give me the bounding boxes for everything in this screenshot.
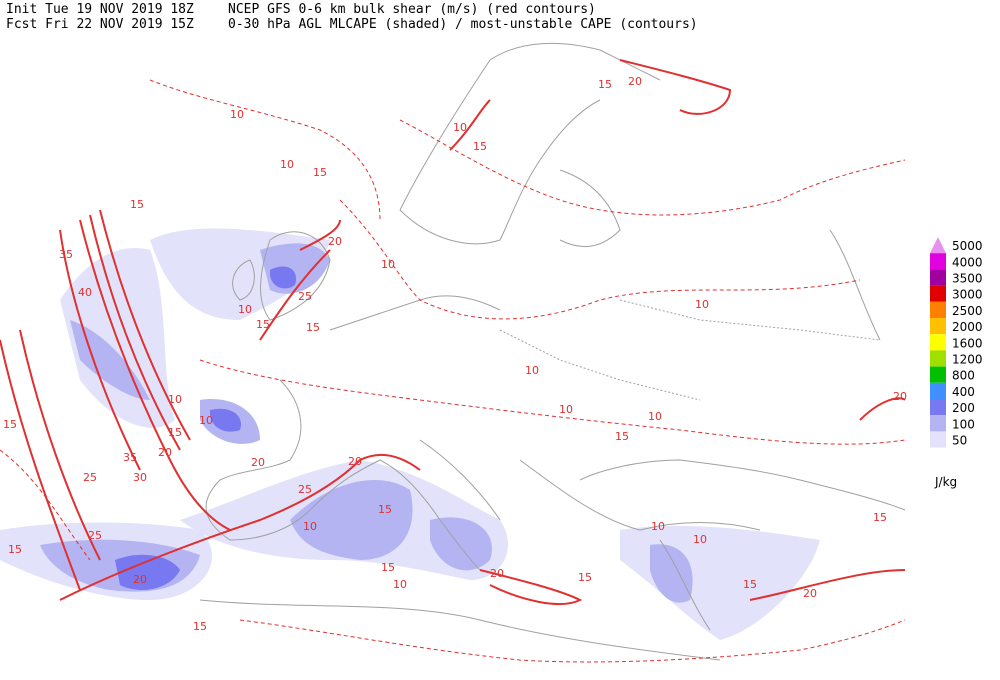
legend-label: 400 [952, 385, 975, 399]
contour-label: 15 [168, 426, 182, 439]
contour-label: 15 [8, 543, 22, 556]
contour-label: 10 [648, 410, 662, 423]
init-label: Init Tue 19 NOV 2019 18Z [6, 2, 194, 17]
contour-label: 10 [199, 414, 213, 427]
contour-labels: 10 15 10 15 10 20 35 40 10 15 25 15 10 15 20 35 30 25 15 15… [3, 75, 907, 633]
shear-contours [0, 59, 906, 663]
contour-label: 10 [168, 393, 182, 406]
contour-label: 15 [873, 511, 887, 524]
contour-label: 20 [803, 587, 817, 600]
legend-label: 1600 [952, 336, 983, 350]
legend-label: 200 [952, 401, 975, 415]
title-line-1: NCEP GFS 0-6 km bulk shear (m/s) (red co… [228, 2, 596, 17]
contour-label: 20 [490, 567, 504, 580]
contour-label: 15 [378, 503, 392, 516]
contour-label: 15 [130, 198, 144, 211]
contour-label: 25 [298, 483, 312, 496]
contour-label: 10 [695, 298, 709, 311]
legend: 5000 4000 3500 3000 2500 2000 1600 1200 800 400 20… [930, 237, 983, 489]
legend-label: 3500 [952, 272, 983, 286]
title-line-2: 0-30 hPa AGL MLCAPE (shaded) / most-unst… [228, 17, 698, 32]
contour-label: 20 [158, 446, 172, 459]
contour-label: 20 [328, 235, 342, 248]
legend-label: 2500 [952, 304, 983, 318]
contour-label: 15 [256, 318, 270, 331]
legend-label: 100 [952, 417, 975, 431]
contour-label: 15 [193, 620, 207, 633]
contour-label: 30 [133, 471, 147, 484]
legend-swatch [930, 382, 946, 399]
legend-label: 3000 [952, 288, 983, 302]
legend-label: 4000 [952, 255, 983, 269]
contour-label: 25 [88, 529, 102, 542]
contour-label: 15 [306, 321, 320, 334]
contour-label: 20 [893, 390, 907, 403]
legend-swatch [930, 269, 946, 286]
contour-label: 15 [3, 418, 17, 431]
contour-label: 20 [133, 573, 147, 586]
contour-label: 35 [59, 248, 73, 261]
contour-label: 15 [313, 166, 327, 179]
contour-label: 15 [473, 140, 487, 153]
legend-swatch [930, 334, 946, 351]
contour-label: 10 [393, 578, 407, 591]
contour-label: 25 [298, 290, 312, 303]
legend-label: 1200 [952, 353, 983, 367]
contour-label: 35 [123, 451, 137, 464]
contour-label: 25 [83, 471, 97, 484]
contour-label: 15 [743, 578, 757, 591]
legend-swatch [930, 237, 946, 254]
legend-swatch [930, 285, 946, 302]
contour-label: 10 [559, 403, 573, 416]
legend-swatch [930, 415, 946, 432]
legend-label: 2000 [952, 320, 983, 334]
contour-label: 10 [230, 108, 244, 121]
fcst-label: Fcst Fri 22 NOV 2019 15Z [6, 17, 194, 32]
contour-label: 15 [598, 78, 612, 91]
contour-label: 20 [251, 456, 265, 469]
contour-label: 15 [615, 430, 629, 443]
contour-label: 10 [525, 364, 539, 377]
contour-label: 10 [381, 258, 395, 271]
legend-swatch [930, 366, 946, 383]
legend-swatch [930, 399, 946, 416]
legend-label: 50 [952, 434, 967, 448]
legend-label: 5000 [952, 239, 983, 253]
legend-unit: J/kg [934, 475, 957, 489]
legend-label: 800 [952, 369, 975, 383]
legend-swatch [930, 431, 946, 448]
contour-label: 10 [693, 533, 707, 546]
legend-swatch [930, 350, 946, 367]
contour-label: 10 [280, 158, 294, 171]
contour-label: 10 [238, 303, 252, 316]
legend-swatch [930, 301, 946, 318]
contour-label: 10 [303, 520, 317, 533]
legend-swatch [930, 318, 946, 335]
contour-label: 20 [628, 75, 642, 88]
legend-swatch [930, 253, 946, 270]
contour-label: 15 [578, 571, 592, 584]
contour-label: 15 [381, 561, 395, 574]
contour-label: 20 [348, 455, 362, 468]
contour-label: 10 [453, 121, 467, 134]
contour-label: 40 [78, 286, 92, 299]
contour-label: 10 [651, 520, 665, 533]
